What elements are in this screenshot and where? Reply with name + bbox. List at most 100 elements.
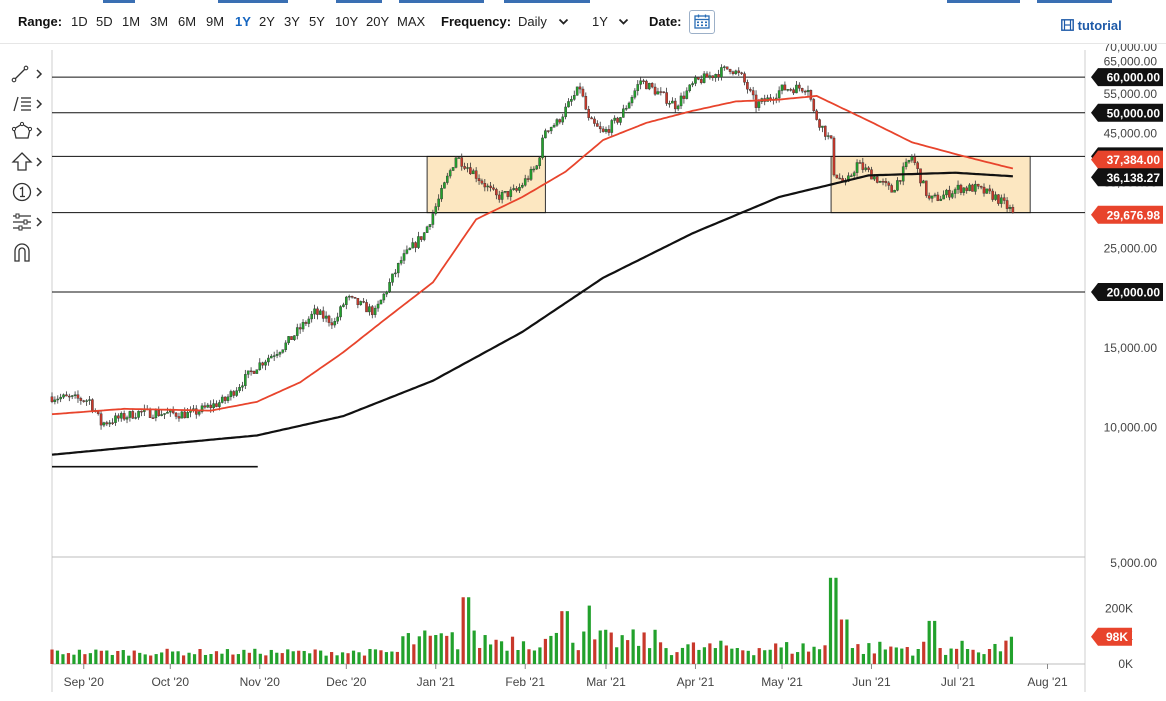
period-select[interactable]: 1Y: [592, 14, 608, 29]
candle-body: [339, 306, 342, 318]
volume-bar: [691, 642, 696, 664]
candle-body: [385, 291, 389, 295]
volume-bar: [253, 648, 257, 664]
horizontal-levels: [52, 76, 1085, 468]
y-tick-label: 15,000.00: [1104, 341, 1158, 355]
volume-bar: [417, 636, 421, 664]
candle-body: [916, 162, 919, 169]
tutorial-link[interactable]: tutorial: [1061, 18, 1122, 33]
y-tick-label: 55,000.00: [1104, 87, 1158, 101]
chart-area[interactable]: 70,000.0065,000.0055,000.0045,000.0035,0…: [0, 44, 1166, 701]
candle-body: [526, 178, 530, 180]
candle-body: [584, 95, 588, 110]
volume-bar: [61, 654, 65, 664]
range-6m-button[interactable]: 6M: [178, 14, 197, 29]
candle-body: [633, 90, 637, 98]
shapes-icon[interactable]: [10, 121, 46, 143]
volume-bar: [324, 655, 328, 664]
candle-body: [913, 156, 917, 163]
range-1d-button[interactable]: 1D: [71, 14, 88, 29]
arrow-icon[interactable]: [10, 151, 46, 173]
candle-body: [157, 410, 161, 416]
volume-bar: [806, 651, 811, 664]
volume-bar: [368, 648, 372, 664]
candle-body: [826, 135, 830, 137]
candle-body: [391, 273, 394, 283]
volume-bar: [845, 619, 849, 664]
period-chevron-down-icon[interactable]: [618, 16, 629, 27]
range-2y-button[interactable]: 2Y: [259, 14, 275, 29]
trendline-icon[interactable]: [10, 63, 46, 85]
candle-body: [345, 296, 348, 305]
level-flag-bg: [1091, 68, 1163, 87]
volume-bar: [236, 654, 241, 664]
candle-body: [428, 224, 432, 228]
candle-body: [160, 414, 163, 416]
candle-body: [466, 167, 469, 169]
volume-bar: [708, 643, 712, 664]
candle-body: [350, 296, 354, 298]
candle-body: [518, 186, 521, 191]
date-picker-button[interactable]: [689, 10, 715, 34]
candle-body: [575, 86, 579, 96]
annotation-icon[interactable]: [10, 181, 46, 203]
volume-bar: [258, 653, 262, 664]
price-flags: 60,000.0050,000.0040,000.0020,000.0037,3…: [1091, 68, 1163, 301]
volume-bar: [88, 653, 92, 664]
candle-body: [396, 263, 400, 274]
range-1y-button[interactable]: 1Y: [235, 14, 251, 29]
candle-body: [751, 90, 755, 96]
candle-body: [867, 167, 870, 170]
volume-bar: [77, 649, 82, 664]
candle-body: [743, 73, 746, 83]
candle-body: [284, 342, 288, 350]
candle-body: [324, 315, 328, 319]
candle-body: [798, 84, 801, 89]
candle-body: [567, 101, 570, 108]
range-max-button[interactable]: MAX: [397, 14, 426, 29]
volume-bar: [922, 641, 926, 664]
candle-body: [1000, 197, 1003, 204]
candle-body: [994, 194, 997, 200]
volume-bar: [554, 632, 558, 664]
fibonacci-icon[interactable]: [10, 93, 46, 115]
volume-bar: [154, 654, 158, 664]
candle-body: [244, 374, 247, 386]
volume-bar: [982, 654, 986, 664]
volume-tick-label: 0K: [1118, 657, 1133, 671]
volume-bar: [675, 652, 679, 664]
candle-body: [864, 167, 868, 170]
range-3y-button[interactable]: 3Y: [284, 14, 300, 29]
candle-body: [180, 411, 184, 419]
frequency-chevron-down-icon[interactable]: [558, 16, 569, 27]
candle-body: [1008, 207, 1012, 209]
volume-bar: [461, 597, 465, 664]
range-10y-button[interactable]: 10Y: [335, 14, 359, 29]
range-5y-button[interactable]: 5Y: [309, 14, 325, 29]
volume-bar: [604, 629, 608, 664]
candle-body: [258, 362, 262, 370]
candle-body: [174, 412, 178, 417]
range-1m-button[interactable]: 1M: [122, 14, 141, 29]
range-5d-button[interactable]: 5D: [96, 14, 113, 29]
candle-body: [549, 126, 553, 132]
candle-body: [163, 413, 166, 415]
range-3m-button[interactable]: 3M: [150, 14, 169, 29]
range-20y-button[interactable]: 20Y: [366, 14, 390, 29]
volume-bar: [319, 650, 323, 664]
magnet-icon[interactable]: [10, 241, 46, 263]
frequency-select[interactable]: Daily: [518, 14, 547, 29]
candle-body: [278, 352, 282, 355]
candle-body: [241, 385, 244, 388]
candle-body: [535, 165, 539, 170]
candle-body: [238, 386, 241, 391]
range-9m-button[interactable]: 9M: [206, 14, 225, 29]
volume-bar: [664, 648, 668, 664]
candle-body: [261, 362, 264, 366]
measure-icon[interactable]: [10, 211, 46, 233]
candle-body: [645, 80, 648, 90]
candle-body: [523, 178, 527, 186]
candlesticks: [50, 64, 1015, 430]
y-axis: 70,000.0065,000.0055,000.0045,000.0035,0…: [1104, 44, 1158, 570]
candle-body: [676, 105, 680, 110]
